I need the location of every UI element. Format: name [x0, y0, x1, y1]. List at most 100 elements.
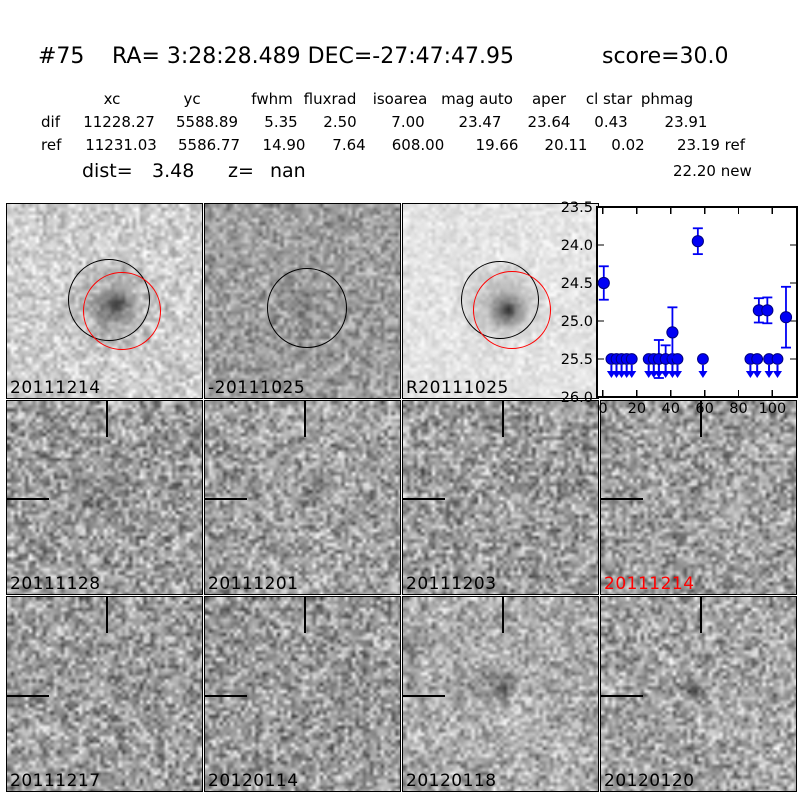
redshift-value: nan	[270, 160, 306, 182]
photometry-column-header: mag auto	[441, 90, 513, 108]
crosshair-tick-vertical	[502, 597, 505, 634]
photometry-cell: 23.19 ref	[676, 136, 746, 154]
photometry-column-header: fluxrad	[303, 90, 357, 108]
y-axis-tick-label: 24.5	[561, 276, 593, 292]
cutout-image	[403, 597, 598, 791]
photometry-row-label: dif	[41, 113, 60, 131]
limit-arrow-head	[627, 371, 637, 378]
cutout-date-label: 20111203	[406, 574, 497, 594]
crosshair-tick-vertical	[502, 401, 505, 438]
cutout-image	[403, 401, 598, 594]
cutout-panel: 20111203	[402, 400, 599, 595]
photometry-cell: 7.64	[332, 136, 366, 154]
photometry-cell: 14.90	[262, 136, 306, 154]
cutout-date-label: 20111201	[208, 574, 299, 594]
redshift-label: z=	[228, 160, 254, 182]
crosshair-tick-horizontal	[7, 498, 50, 501]
x-axis-tick-label: 80	[729, 401, 747, 417]
detection-point	[597, 276, 610, 290]
photometry-row-label: ref	[41, 136, 62, 154]
crosshair-tick-horizontal	[601, 498, 644, 501]
photometry-cell: 11231.03	[85, 136, 157, 154]
cutout-panel: 20111214	[6, 203, 203, 399]
crosshair-tick-vertical	[304, 597, 307, 634]
photometry-cell: 11228.27	[83, 113, 155, 131]
cutout-panel: 20120114	[204, 596, 401, 792]
crosshair-tick-horizontal	[7, 694, 50, 697]
candidate-score: score=30.0	[602, 44, 729, 69]
crosshair-tick-horizontal	[403, 498, 446, 501]
crosshair-tick-horizontal	[205, 694, 248, 697]
photometry-column-header: aper	[531, 90, 567, 108]
photometry-cell: 23.47	[458, 113, 502, 131]
photometry-cell: 23.91	[664, 113, 708, 131]
cutout-date-label: R20111025	[406, 378, 509, 398]
photometry-cell: 0.02	[611, 136, 645, 154]
aperture-circle-red	[472, 270, 551, 349]
photometry-cell: 608.00	[391, 136, 445, 154]
cutout-date-label: 20120120	[604, 771, 695, 791]
crosshair-tick-horizontal	[205, 498, 248, 501]
photometry-cell: 23.64	[527, 113, 571, 131]
upper-limit-point	[625, 353, 638, 365]
limit-arrow-head	[661, 371, 671, 378]
limit-arrow-head	[673, 371, 683, 378]
detection-point	[761, 304, 774, 317]
crosshair-tick-vertical	[304, 401, 307, 438]
y-axis-tick-label: 23.5	[561, 200, 593, 216]
photometry-column-header: phmag	[640, 90, 694, 108]
limit-arrow-head	[773, 371, 783, 378]
cutout-panel: 20111217	[6, 596, 203, 792]
photometry-cell: 20.11	[544, 136, 588, 154]
limit-arrow-head	[745, 371, 755, 378]
limit-arrow-head	[752, 371, 762, 378]
photometry-column-header: xc	[103, 90, 121, 108]
cutout-panel: 20120120	[600, 596, 797, 792]
cutout-panel: 20111128	[6, 400, 203, 595]
y-axis-tick-label: 25.5	[561, 352, 593, 368]
cutout-panel: 20111201	[204, 400, 401, 595]
cutout-image	[601, 597, 796, 791]
cutout-image	[7, 401, 202, 594]
crosshair-tick-horizontal	[601, 694, 644, 697]
cutout-date-label: 20111214	[10, 378, 101, 398]
crosshair-tick-vertical	[700, 597, 703, 634]
photometry-cell: 19.66	[475, 136, 519, 154]
photometry-cell: 2.50	[323, 113, 357, 131]
cutout-panel: -20111025	[204, 203, 401, 399]
photometry-column-header: fwhm	[251, 90, 293, 108]
cutout-date-label: -20111025	[208, 378, 306, 398]
upper-limit-point	[751, 353, 764, 365]
dist-label: dist=	[82, 160, 133, 182]
y-axis-tick-label: 25.0	[561, 314, 593, 330]
detection-point	[691, 235, 704, 248]
crosshair-tick-vertical	[106, 597, 109, 634]
x-axis-tick-label: 20	[628, 401, 646, 417]
cutout-image	[7, 597, 202, 791]
detection-point	[666, 326, 679, 339]
cutout-image	[205, 597, 400, 791]
candidate-coordinates: RA= 3:28:28.489 DEC=-27:47:47.95	[112, 44, 515, 69]
cutout-date-label: 20111214	[604, 574, 695, 594]
cutout-date-label: 20120114	[208, 771, 299, 791]
cutout-panel: R20111025	[402, 203, 599, 399]
aperture-circle-black	[267, 268, 347, 348]
candidate-number: #75	[38, 44, 85, 69]
dist-value: 3.48	[152, 160, 195, 182]
cutout-date-label: 20111217	[10, 771, 101, 791]
photometry-cell: 5588.89	[175, 113, 239, 131]
x-axis-tick-label: 100	[759, 401, 787, 417]
limit-arrow-head	[764, 371, 774, 378]
upper-limit-point	[697, 353, 709, 365]
x-axis-tick-label: 40	[662, 401, 680, 417]
upper-limit-point	[671, 353, 684, 365]
phmag-new-value: 22.20 new	[673, 162, 752, 180]
cutout-image	[601, 401, 796, 594]
crosshair-tick-horizontal	[403, 694, 446, 697]
y-axis-tick-label: 24.0	[561, 238, 593, 254]
cutout-date-label: 20120118	[406, 771, 497, 791]
photometry-cell: 7.00	[391, 113, 425, 131]
photometry-column-header: cl star	[585, 90, 633, 108]
photometry-column-header: yc	[183, 90, 201, 108]
